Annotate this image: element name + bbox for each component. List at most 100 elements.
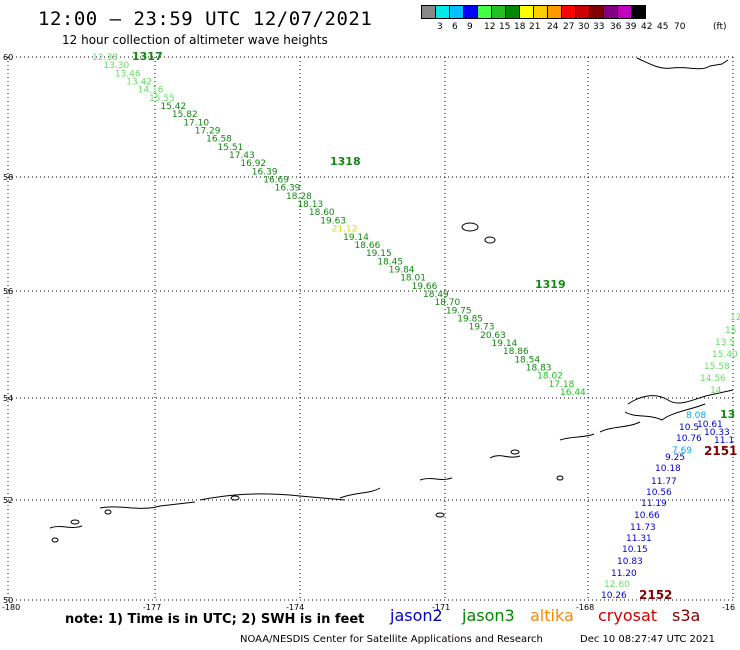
wave-height-value: 19.15 [366, 249, 392, 259]
wave-height-value: 19.73 [469, 323, 495, 333]
wave-height-value: 19.66 [412, 282, 438, 292]
longitude-label: -168 [576, 603, 594, 612]
timestamp-text: Dec 10 08:27:47 UTC 2021 [580, 634, 715, 645]
wave-height-value: 10.76 [676, 434, 702, 444]
track-time-label: 2151 [704, 444, 737, 458]
wave-height-value: 11.73 [630, 523, 656, 533]
wave-height-value: 19.85 [457, 314, 483, 324]
wave-height-value: 13.30 [103, 61, 129, 71]
wave-height-value: 14 [710, 386, 722, 396]
wave-height-value: 9.25 [665, 453, 685, 463]
legend-label: 42 [641, 22, 653, 32]
wave-height-value: 17.10 [183, 118, 209, 128]
coastline-path [624, 403, 706, 421]
wave-height-value: 17.29 [195, 127, 221, 137]
wave-height-value: 17.43 [229, 151, 255, 161]
island-outline [484, 236, 496, 244]
island-outline [230, 495, 240, 501]
wave-height-value: 18.86 [503, 347, 529, 357]
wave-height-value: 16.58 [206, 135, 232, 145]
wave-height-value: 11.77 [651, 477, 677, 487]
wave-height-value: 18.66 [355, 241, 381, 251]
track-time-label: 2152 [639, 588, 672, 602]
wave-height-value: 16.39 [275, 184, 301, 194]
track-time-label: 1318 [330, 155, 361, 168]
legend-label: 24 [547, 22, 559, 32]
wave-height-value: 10.26 [601, 591, 627, 601]
lat-lon-grid [7, 56, 734, 601]
legend-label: 9 [467, 22, 473, 32]
wave-height-value: 12.38 [92, 53, 118, 63]
wave-height-value: 18.49 [423, 290, 449, 300]
wave-height-value: 10.15 [622, 545, 648, 555]
coastline-path [627, 389, 734, 405]
satellite-name: jason2 [390, 606, 443, 625]
legend-label: 12 [484, 22, 496, 32]
latitude-label: 50 [3, 596, 13, 605]
wave-height-value: 10.61 [697, 420, 723, 430]
wave-height-value: 11.20 [611, 569, 637, 579]
wave-height-value: 20.63 [480, 331, 506, 341]
wave-height-value: 17.18 [549, 380, 575, 390]
satellite-name: jason3 [462, 606, 515, 625]
coastline-path [199, 493, 346, 501]
wave-height-value: 15.51 [218, 143, 244, 153]
longitude-label: -16 [722, 603, 735, 612]
wave-height-value: 18.70 [434, 298, 460, 308]
longitude-label: -174 [286, 603, 304, 612]
credit-text: NOAA/NESDIS Center for Satellite Applica… [240, 634, 543, 645]
track-time-label: 1319 [535, 278, 566, 291]
wave-height-value: 19.14 [492, 339, 518, 349]
legend-label: 15 [499, 22, 511, 32]
wave-height-value: 18.83 [526, 363, 552, 373]
latitude-label: 54 [3, 394, 13, 403]
wave-height-value: 18.13 [297, 200, 323, 210]
coastline-path [339, 487, 381, 499]
wave-height-value: 18.45 [377, 257, 403, 267]
wave-height-value: 18.02 [537, 372, 563, 382]
satellite-name: cryosat [598, 606, 658, 625]
axis-labels: 60 58 56 54 52 50-180 -177 -174 -171 -168 -16 [2, 53, 735, 612]
wave-height-value: 16.69 [263, 176, 289, 186]
wave-height-value: 11.31 [626, 534, 652, 544]
island-outline [556, 475, 564, 481]
wave-height-value: 21.12 [332, 225, 358, 235]
wave-height-value: 12 [730, 313, 740, 323]
satellite-tracks: 12.3813.3013.4613.4214.1615.5515.4215.82… [92, 50, 740, 602]
coastline [49, 57, 734, 543]
legend-label: 27 [563, 22, 575, 32]
latitude-label: 52 [3, 496, 13, 505]
latitude-label: 58 [3, 173, 13, 182]
wave-height-value: 13.46 [115, 69, 141, 79]
legend-label: 39 [625, 22, 637, 32]
wave-height-value: 15.58 [704, 362, 730, 372]
legend-label: 70 [674, 22, 686, 32]
wave-height-value: 14.56 [700, 374, 726, 384]
legend-label: 3 [437, 22, 443, 32]
wave-height-value: 16.92 [240, 159, 266, 169]
island-outline [104, 509, 112, 515]
wave-height-value: 10.18 [655, 464, 681, 474]
page-subtitle: 12 hour collection of altimeter wave hei… [62, 33, 328, 47]
coastline-path [419, 477, 453, 481]
coastline-path [99, 501, 196, 509]
wave-height-value: 14.16 [138, 86, 164, 96]
wave-height-value: 10.83 [617, 557, 643, 567]
page-title: 12:00 – 23:59 UTC 12/07/2021 [38, 8, 373, 30]
wave-height-value: 10.66 [634, 511, 660, 521]
island-outline [435, 512, 445, 518]
legend-unit: (ft) [713, 22, 727, 32]
wave-height-value: 15.42 [160, 102, 186, 112]
wave-height-value: 12.60 [604, 580, 630, 590]
wave-height-value: 19.75 [446, 306, 472, 316]
footer-note: note: 1) Time is in UTC; 2) SWH is in fe… [65, 612, 365, 627]
coastline-path [559, 433, 595, 441]
legend-label: 45 [657, 22, 669, 32]
wave-height-value: 15.82 [172, 110, 198, 120]
wave-height-value: 11.1 [714, 436, 734, 446]
legend-label: 30 [578, 22, 590, 32]
legend-label: 6 [452, 22, 458, 32]
wave-height-value: 13.5 [715, 338, 735, 348]
